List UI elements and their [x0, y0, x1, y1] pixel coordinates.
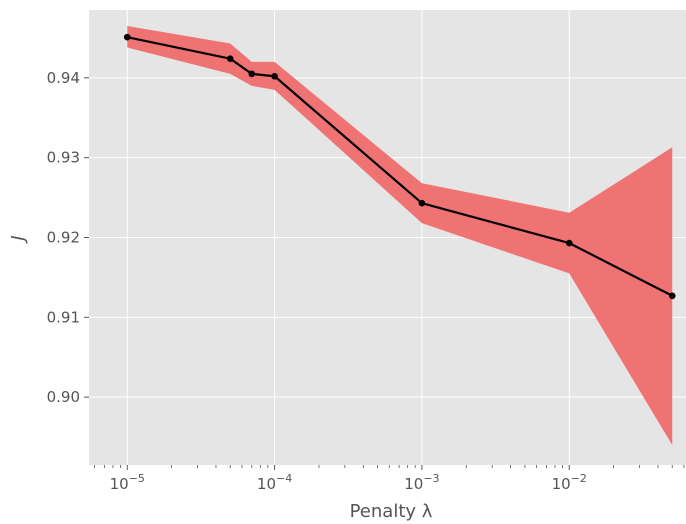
- data-point: [271, 72, 278, 80]
- data-point: [248, 70, 256, 78]
- y-axis-label: J: [8, 235, 29, 243]
- y-tick-label: 0.91: [47, 308, 80, 326]
- confidence-band-layer: [127, 25, 673, 446]
- x-tick-label: 10−2: [552, 472, 587, 493]
- data-point: [565, 239, 573, 247]
- minor-ticks: [94, 465, 685, 468]
- x-tick-label: 10−4: [257, 472, 292, 493]
- confidence-band: [127, 25, 673, 446]
- y-tick-label: 0.92: [47, 229, 80, 247]
- data-point: [418, 199, 426, 207]
- data-points: [123, 33, 676, 300]
- x-tick-label: 10−3: [404, 472, 439, 493]
- y-axis-ticks: 0.90 0.91 0.92 0.93 0.94: [47, 69, 89, 406]
- x-axis-label: Penalty λ: [350, 501, 433, 522]
- data-point: [668, 292, 676, 300]
- y-tick-label: 0.93: [47, 149, 80, 167]
- x-tick-label: 10−5: [110, 472, 145, 493]
- y-tick-label: 0.94: [47, 69, 80, 87]
- y-tick-label: 0.90: [47, 388, 80, 406]
- data-point: [123, 33, 131, 41]
- x-axis-ticks: 10−5 10−4 10−3 10−2: [110, 465, 587, 493]
- data-point: [226, 55, 234, 62]
